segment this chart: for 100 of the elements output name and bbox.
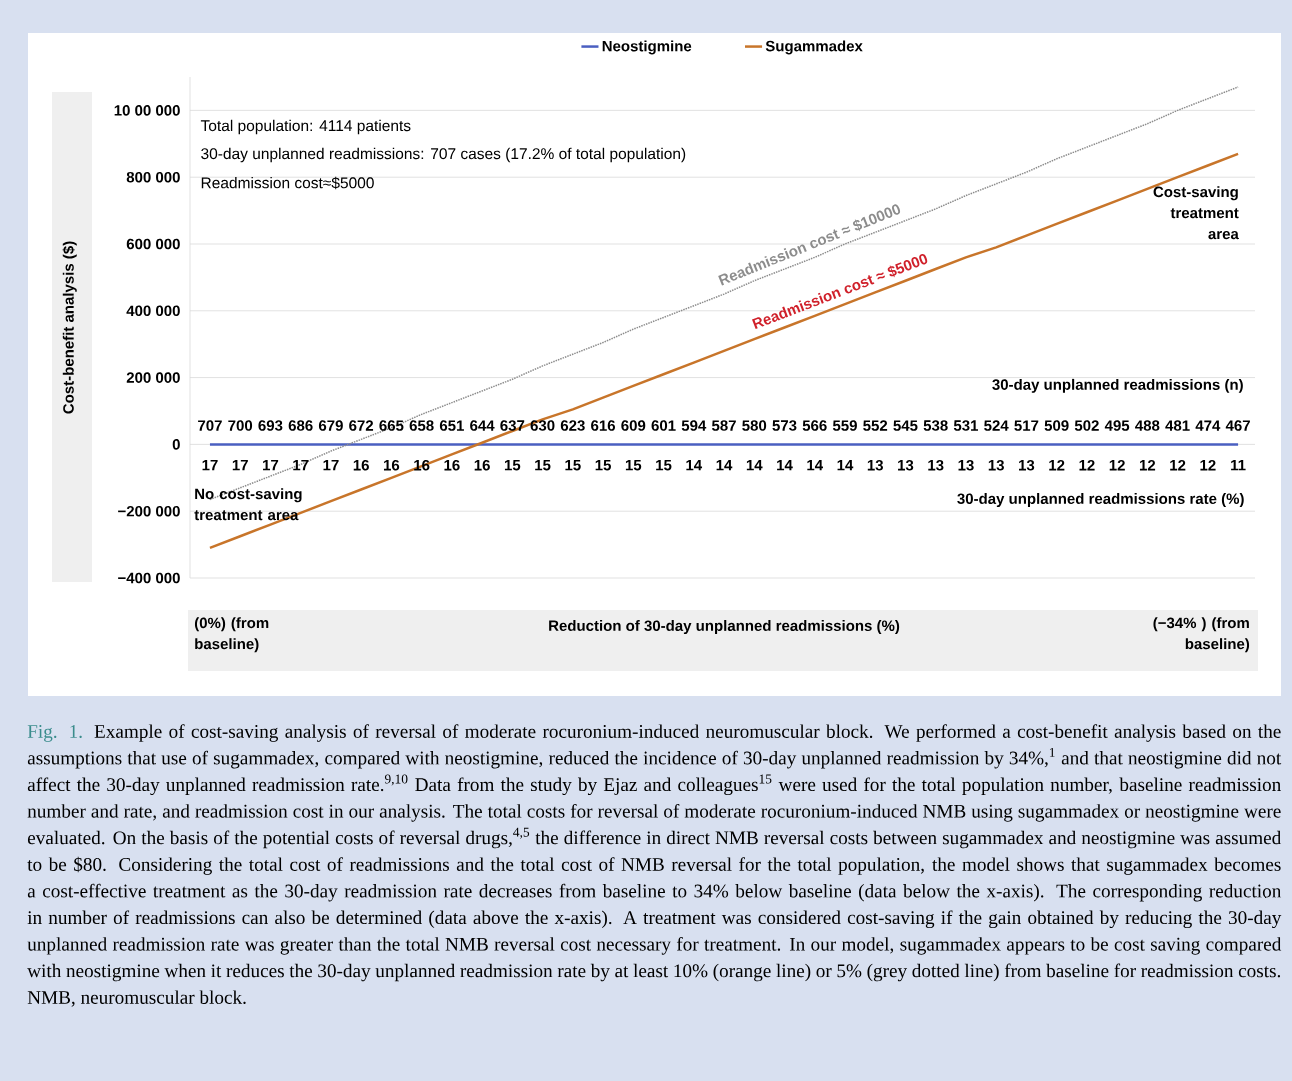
x-tick-label: 616 [591, 420, 616, 431]
annotation: 15 [595, 459, 611, 471]
text: evaluated. On the basis of the potential costs of reversal drugs,$^{4,5}$ the difference in direct NMB reversal costs between sugammadex and neostigmine was assumed [27, 827, 1282, 849]
annotation: 13 [928, 459, 944, 471]
x-tick-label: 700 [228, 420, 253, 431]
y-tick-label: −400 000 [118, 572, 180, 584]
x-tick-label: 679 [318, 420, 343, 431]
x-tick-label: 524 [984, 420, 1009, 431]
x-tick-label: 517 [1014, 420, 1039, 431]
text: assumptions that use of sugammadex, compared with neostigmine, reduced the incidence of 30-day unplanned readmission by 34%,$^{1}$ and that neostigmine did not [27, 747, 1282, 769]
x-tick-label: 559 [832, 420, 857, 431]
x-tick-label: 538 [923, 420, 948, 431]
x-tick-label: 495 [1104, 420, 1130, 431]
annotation: 11 [1231, 459, 1246, 471]
annotation: 17 [202, 459, 218, 471]
x-tick-label: 623 [560, 420, 585, 431]
x-tick-label: 693 [258, 420, 283, 431]
x-tick-label: 580 [742, 420, 767, 431]
annotation: 13 [988, 459, 1004, 471]
annotation: 16 [444, 459, 460, 471]
annotation: 17 [263, 459, 279, 471]
x-tick-label: 509 [1044, 420, 1069, 431]
text: to be $80. Considering the total cost of readmissions and the total cost of NMB reversal for the total population, the model shows that sugammadex becomes [27, 856, 1281, 875]
annotation: 12 [1139, 459, 1156, 471]
x-tick-label: 502 [1074, 420, 1099, 431]
x-tick-label: 531 [953, 420, 979, 431]
annotation: 13 [898, 459, 914, 471]
annotation: 12 [1079, 459, 1095, 471]
annotation: 17 [323, 459, 339, 471]
x-tick-label: 594 [681, 420, 707, 431]
text: unplanned readmission rate was greater than the total NMB reversal cost necessary for treatment. In our model, sugammadex appears to be cost saving compared [27, 937, 1282, 955]
y-tick-label: 10 00 000 [114, 105, 180, 116]
x-tick-label: 566 [802, 420, 827, 431]
annotation: 14 [807, 459, 823, 471]
annotation: 17 [293, 459, 309, 471]
annotation: 14 [746, 459, 763, 471]
x-tick-label: 665 [379, 420, 404, 431]
text: (0%) (from baseline) [194, 617, 269, 653]
annotation: 30-day unplanned readmissions: 707 cases (17.2% of total population) [201, 147, 686, 163]
x-tick-label: 630 [530, 420, 555, 431]
annotation: 14 [686, 459, 703, 471]
annotation: 30-day unplanned readmissions rate (%) [957, 493, 1244, 507]
annotation: 15 [656, 459, 672, 471]
legend-label: Sugammadex [765, 40, 863, 55]
y-tick-label: −200 000 [118, 505, 180, 517]
annotation: 16 [383, 459, 400, 471]
x-tick-label: 651 [439, 420, 464, 431]
text: (−34% ) (from baseline) [1153, 617, 1250, 653]
annotation: Cost-saving treatment area [1153, 186, 1239, 240]
x-tick-label: 601 [651, 420, 676, 431]
y-tick-label: 200 000 [126, 372, 180, 383]
text: in number of readmissions can also be determined (data above the x-axis). A treatment was considered cost-saving if the gain obtained by reducing the 30-day [27, 910, 1282, 929]
annotation: 12 [1200, 459, 1216, 471]
x-tick-label: 672 [349, 420, 374, 431]
text: number and rate, and readmission cost in our analysis. The total costs for reversal of moderate rocuronium-induced NMB using sugammadex or neostigmine were [27, 803, 1281, 822]
x-tick-label: 545 [893, 420, 918, 431]
x-tick-label: 686 [288, 420, 313, 431]
legend-label: Neostigmine [602, 40, 692, 55]
annotation: 16 [474, 459, 490, 471]
y-axis-title: Cost-benefit analysis ($) [62, 241, 77, 414]
x-tick-label: 707 [198, 420, 222, 431]
text: Example of cost-saving analysis of reversal of moderate rocuronium-induced neuromuscular block. We performed a cost-benefit analysis based on the [94, 724, 1281, 742]
annotation: 13 [867, 459, 883, 471]
annotation: 12 [1109, 459, 1125, 471]
x-tick-label: 644 [470, 420, 495, 431]
x-tick-label: 467 [1225, 420, 1250, 431]
annotation: 15 [535, 459, 551, 471]
x-tick-label: 552 [863, 420, 888, 431]
annotation: 12 [1170, 459, 1186, 471]
x-tick-label: 481 [1165, 420, 1190, 431]
annotation: 13 [1019, 459, 1035, 471]
annotation: 14 [837, 459, 854, 471]
x-tick-label: 488 [1135, 420, 1160, 431]
x-tick-label: 609 [621, 420, 646, 431]
y-tick-label: 400 000 [126, 305, 180, 317]
annotation: 17 [232, 459, 248, 471]
x-axis-title: 30-day unplanned readmissions (n) [992, 378, 1243, 393]
x-tick-label: 474 [1195, 420, 1221, 431]
x-tick-label: 637 [500, 420, 525, 431]
annotation: 16 [353, 459, 369, 471]
x-tick-label: 573 [772, 420, 797, 431]
annotation: 15 [565, 459, 581, 471]
x-tick-label: 658 [409, 420, 434, 431]
text: with neostigmine when it reduces the 30-day unplanned readmission rate by at least 10% (orange line) or 5% (grey dotted line) from baseline for readmission costs. [27, 963, 1281, 982]
annotation: 15 [625, 459, 642, 471]
annotation: Total population: 4114 patients [200, 119, 411, 135]
caption: Fig. 1. [27, 725, 82, 742]
text: affect the 30-day unplanned readmission rate.$^{9,10}$ Data from the study by Ejaz and colleagues$^{15}$ were used for the total population number, baseline readmission [27, 774, 1281, 796]
y-tick-label: 600 000 [126, 238, 180, 250]
annotation: Readmission cost≈$5000 [201, 176, 374, 190]
annotation: 13 [958, 459, 974, 471]
annotation: 14 [716, 459, 733, 471]
annotation: 12 [1049, 459, 1065, 471]
annotation: 14 [777, 459, 793, 471]
y-tick-label: 800 000 [126, 171, 180, 183]
y-tick-label: 0 [172, 439, 180, 450]
x-tick-label: 587 [711, 420, 736, 431]
text: a cost-effective treatment as the 30-day readmission rate decreases from baseline to 34% below baseline (data below the x-axis). The corresponding reduction [27, 883, 1282, 902]
text: NMB, neuromuscular block. [27, 990, 246, 1007]
annotation: 15 [504, 459, 521, 471]
